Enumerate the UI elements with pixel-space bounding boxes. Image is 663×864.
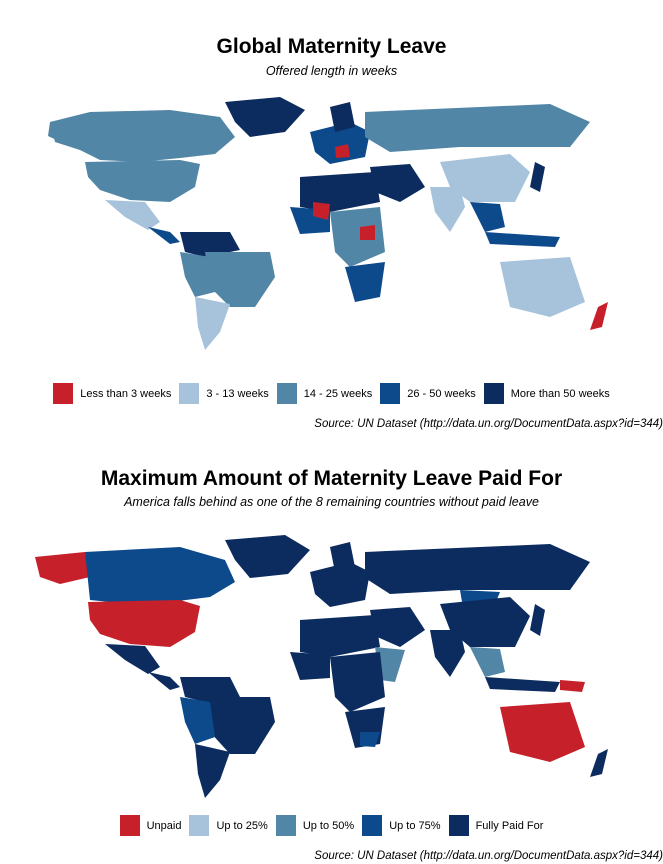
region-indonesia xyxy=(485,677,560,692)
region-australia xyxy=(500,257,585,317)
region-europe xyxy=(310,562,370,607)
legend-item-less-than-3-weeks: Less than 3 weeks xyxy=(53,383,171,404)
legend-label: 14 - 25 weeks xyxy=(303,387,373,400)
region-europe xyxy=(310,122,370,164)
legend-swatch xyxy=(380,383,401,404)
legend-label: Up to 75% xyxy=(389,819,441,832)
legend-swatch xyxy=(483,383,504,404)
region-india xyxy=(430,630,465,677)
legend-item-3-13-weeks: 3 - 13 weeks xyxy=(179,383,269,404)
region-venezuela-colombia xyxy=(180,232,240,257)
legend-item-fully-paid: Fully Paid For xyxy=(448,815,544,836)
region-east-africa xyxy=(375,647,405,682)
map-legend: Less than 3 weeks 3 - 13 weeks 14 - 25 w… xyxy=(0,383,663,404)
region-peru-bolivia xyxy=(180,252,215,297)
legend-label: Fully Paid For xyxy=(475,819,544,832)
maternity-paid-map-panel: Maximum Amount of Maternity Leave Paid F… xyxy=(0,432,663,864)
legend-label: Up to 25% xyxy=(216,819,268,832)
region-india xyxy=(430,187,465,232)
region-new-zealand xyxy=(590,302,608,330)
region-alaska xyxy=(48,116,90,144)
region-china xyxy=(440,154,530,202)
region-japan xyxy=(530,162,545,192)
legend-swatch xyxy=(448,815,469,836)
region-greenland xyxy=(225,97,305,137)
region-papua-new-guinea xyxy=(560,680,585,692)
legend-swatch xyxy=(276,383,297,404)
legend-swatch xyxy=(119,815,140,836)
legend-label: 3 - 13 weeks xyxy=(206,387,269,400)
region-canada xyxy=(85,547,235,604)
map-title: Maximum Amount of Maternity Leave Paid F… xyxy=(100,467,563,490)
legend-label: Unpaid xyxy=(146,819,182,832)
region-japan xyxy=(530,604,545,636)
region-australia xyxy=(500,702,585,762)
region-argentina-chile xyxy=(195,744,230,798)
legend-label: 26 - 50 weeks xyxy=(407,387,476,400)
region-usa xyxy=(85,160,200,202)
map-legend: Unpaid Up to 25% Up to 50% Up to 75% Ful… xyxy=(0,815,663,836)
region-south-africa xyxy=(360,732,380,747)
region-north-africa xyxy=(300,172,380,212)
legend-item-more-than-50-weeks: More than 50 weeks xyxy=(483,383,610,404)
maternity-length-map-panel: Global Maternity Leave Offered length in… xyxy=(0,35,663,430)
map-subtitle: America falls behind as one of the 8 rem… xyxy=(124,495,539,509)
legend-item-up-to-25: Up to 25% xyxy=(189,815,268,836)
region-central-africa xyxy=(330,207,385,267)
region-indonesia xyxy=(485,232,560,247)
region-brazil xyxy=(205,252,275,307)
region-usa xyxy=(88,600,200,647)
region-southeast-asia xyxy=(470,647,505,677)
map-subtitle: Offered length in weeks xyxy=(265,64,398,78)
region-germany xyxy=(335,144,350,158)
legend-swatch xyxy=(362,815,383,836)
legend-item-26-50-weeks: 26 - 50 weeks xyxy=(380,383,476,404)
region-drc xyxy=(360,225,375,240)
world-map-leave-paid xyxy=(35,535,608,798)
source-note: Source: UN Dataset (http://data.un.org/D… xyxy=(314,850,663,862)
region-central-africa xyxy=(330,652,385,712)
legend-label: More than 50 weeks xyxy=(510,387,610,400)
region-venezuela-colombia xyxy=(180,677,240,702)
region-north-africa xyxy=(300,615,380,657)
source-note: Source: UN Dataset (http://data.un.org/D… xyxy=(314,418,663,430)
region-brazil xyxy=(205,697,275,754)
region-scandinavia xyxy=(330,102,355,132)
region-canada xyxy=(50,110,235,162)
region-greenland xyxy=(225,535,310,578)
region-southeast-asia xyxy=(470,202,505,232)
map-title: Global Maternity Leave xyxy=(216,35,447,58)
region-middle-east xyxy=(370,607,425,647)
region-mexico xyxy=(105,200,160,230)
legend-item-14-25-weeks: 14 - 25 weeks xyxy=(276,383,373,404)
region-alaska xyxy=(35,552,90,584)
legend-item-up-to-50: Up to 50% xyxy=(275,815,355,836)
legend-item-up-to-75: Up to 75% xyxy=(362,815,441,836)
region-china xyxy=(440,597,530,647)
region-mali xyxy=(313,202,330,220)
region-central-america xyxy=(148,672,180,690)
region-russia xyxy=(365,104,590,152)
region-southern-africa xyxy=(345,262,385,302)
legend-swatch xyxy=(53,383,74,404)
region-russia xyxy=(365,544,590,594)
legend-swatch xyxy=(275,815,296,836)
region-middle-east xyxy=(370,164,425,202)
legend-swatch xyxy=(189,815,210,836)
region-west-africa xyxy=(290,652,330,680)
legend-item-unpaid: Unpaid xyxy=(119,815,182,836)
legend-label: Less than 3 weeks xyxy=(80,387,172,400)
region-new-zealand xyxy=(590,749,608,777)
region-scandinavia xyxy=(330,542,355,572)
region-argentina-chile xyxy=(195,297,230,350)
world-map-leave-length xyxy=(48,97,608,350)
region-central-america xyxy=(148,227,180,244)
legend-swatch xyxy=(179,383,200,404)
region-mexico xyxy=(105,644,160,674)
legend-label: Up to 50% xyxy=(302,819,355,832)
region-peru-bolivia xyxy=(180,697,215,744)
